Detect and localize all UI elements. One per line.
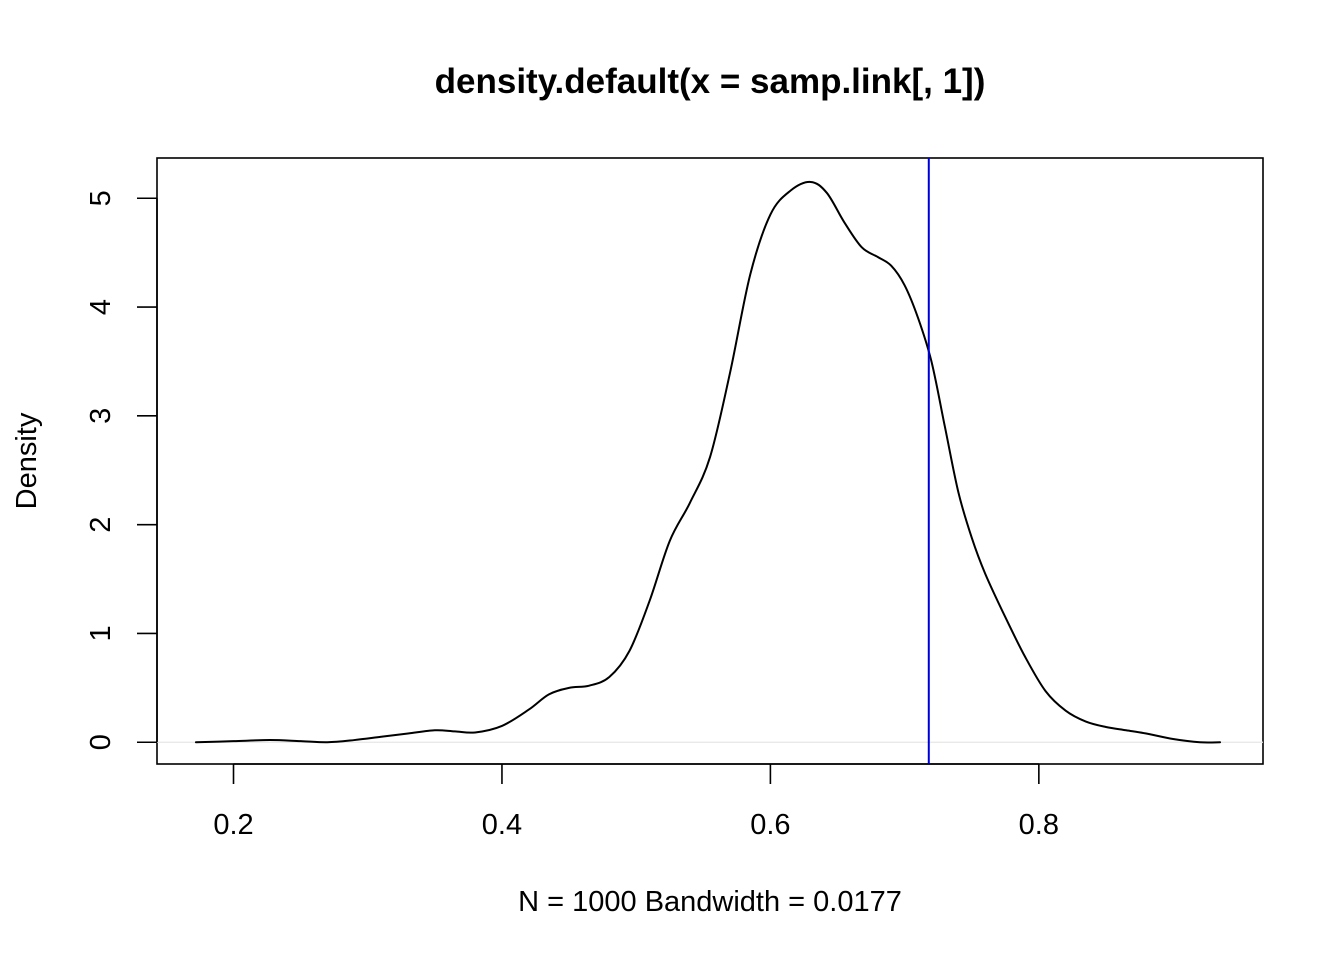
x-tick-label: 0.8 [1019, 809, 1059, 841]
chart-title: density.default(x = samp.link[, 1]) [435, 62, 986, 101]
x-axis-label: N = 1000 Bandwidth = 0.0177 [518, 886, 902, 918]
density-curve-0 [194, 180, 1222, 744]
series-layer [194, 180, 1222, 744]
y-axis: 0 1 2 3 4 5 [85, 190, 158, 750]
x-tick-label: 0.4 [482, 809, 522, 841]
plot-frame [156, 157, 1264, 765]
y-axis-label: Density [11, 412, 43, 509]
y-tick-label: 3 [85, 408, 117, 424]
x-axis: 0.2 0.4 0.6 0.8 [213, 763, 1059, 841]
y-tick-label: 0 [85, 734, 117, 750]
x-tick-label: 0.6 [750, 809, 790, 841]
y-tick-label: 1 [85, 625, 117, 641]
y-tick-label: 5 [85, 190, 117, 206]
y-tick-label: 2 [85, 517, 117, 533]
y-tick-label: 4 [85, 299, 117, 315]
x-tick-label: 0.2 [213, 809, 253, 841]
